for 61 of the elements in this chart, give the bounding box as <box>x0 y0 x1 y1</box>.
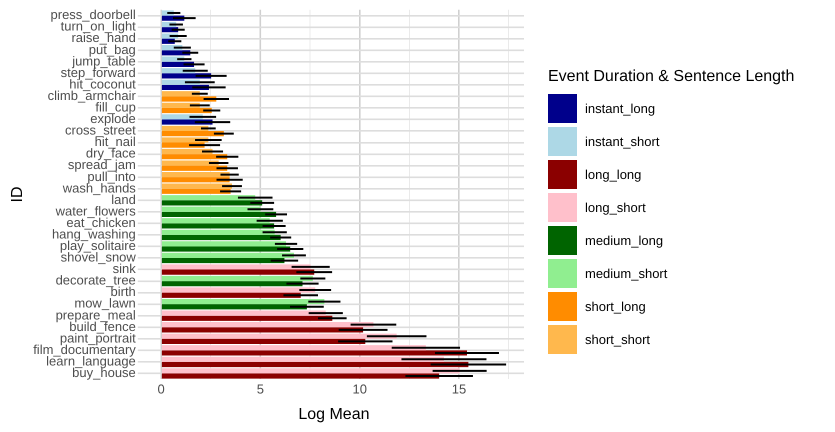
bar <box>162 264 311 270</box>
bar <box>162 276 313 282</box>
y-axis-title: ID <box>9 186 26 202</box>
y-tick-label: mow_lawn <box>74 296 136 311</box>
bar <box>162 166 228 171</box>
bar <box>162 206 260 212</box>
legend-label: instant_long <box>585 101 656 116</box>
bar <box>162 126 208 132</box>
x-tick-label: 10 <box>352 382 367 397</box>
bar <box>162 322 374 328</box>
bar <box>162 362 468 368</box>
bar <box>162 298 324 304</box>
bar <box>162 91 200 96</box>
bar <box>162 316 332 321</box>
bar <box>162 200 262 206</box>
legend-label: instant_short <box>585 134 660 149</box>
legend-label: short_short <box>585 332 650 347</box>
legend-label: medium_long <box>585 233 664 248</box>
bar <box>162 310 326 316</box>
bar <box>162 230 275 235</box>
bar <box>162 223 274 229</box>
bar <box>162 287 316 293</box>
bar <box>162 188 231 194</box>
bar <box>162 327 364 332</box>
bar <box>162 304 307 310</box>
bar <box>162 350 467 356</box>
bar <box>162 258 284 264</box>
bar <box>162 172 230 178</box>
bar <box>162 131 224 136</box>
bar <box>162 102 200 108</box>
bar <box>162 356 444 362</box>
bar <box>162 334 397 339</box>
bar <box>162 154 228 160</box>
bar <box>162 184 232 189</box>
x-tick-label: 0 <box>157 382 165 397</box>
y-tick-label: fill_cup <box>95 100 136 114</box>
bar <box>162 177 230 182</box>
x-axis-title: Log Mean <box>298 406 370 423</box>
bar <box>162 218 270 224</box>
bar <box>162 241 286 246</box>
bar <box>162 252 294 258</box>
legend-label: short_long <box>585 299 646 314</box>
bar <box>162 373 440 379</box>
legend-label: long_short <box>585 200 646 215</box>
y-tick-label: press_doorbell <box>50 7 136 22</box>
bar <box>162 292 301 298</box>
bar <box>162 281 303 286</box>
x-tick-label: 5 <box>256 382 264 397</box>
bar <box>162 270 314 275</box>
bar <box>162 212 276 218</box>
bar <box>162 368 460 374</box>
legend-title: Event Duration & Sentence Length <box>548 68 794 86</box>
legend-label: medium_short <box>585 266 668 281</box>
bar <box>162 246 290 252</box>
bar <box>162 345 426 350</box>
bar <box>162 234 281 240</box>
bar <box>162 50 190 56</box>
bar <box>162 338 366 344</box>
bar <box>162 195 256 200</box>
x-tick-label: 15 <box>452 382 466 397</box>
legend-label: long_long <box>585 167 642 182</box>
